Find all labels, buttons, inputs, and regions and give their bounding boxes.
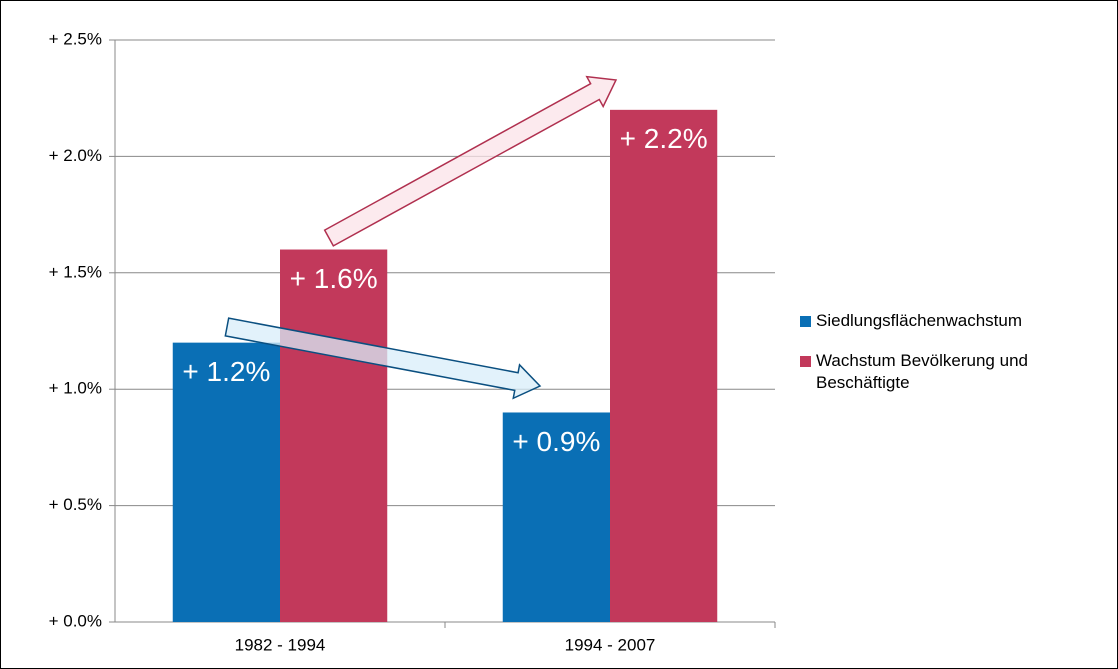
legend-swatch [800,356,811,367]
arrow [224,317,542,400]
data-label: + 1.6% [290,263,378,294]
bars [172,109,718,623]
y-tick-label: + 0.5% [49,495,102,514]
y-tick-label: + 0.0% [49,611,102,630]
bar [172,342,280,622]
labels: + 0.0% + 0.5% + 1.0% + 1.5% + 2.0% + 2.5% 1982… [49,29,708,654]
legend: Siedlungsflächenwachstum Wachstum Bevölke… [800,310,1100,412]
bar [610,109,718,623]
data-label: + 1.2% [182,356,270,387]
arrows [224,75,618,400]
y-tick-label: + 2.5% [49,29,102,48]
legend-item: Siedlungsflächenwachstum [800,310,1100,332]
x-tick-label: 1994 - 2007 [565,635,656,654]
legend-item: Wachstum Bevölkerung und Beschäftigte [800,350,1100,394]
bar [502,412,610,622]
legend-swatch [800,316,811,327]
y-tick-label: + 1.0% [49,379,102,398]
arrow [323,75,618,247]
bar [280,249,388,622]
legend-label: Siedlungsflächenwachstum [816,311,1023,330]
data-label: + 0.9% [512,426,600,457]
legend-label: Wachstum Bevölkerung und Beschäftigte [816,351,1028,392]
x-tick-label: 1982 - 1994 [235,635,326,654]
y-tick-label: + 2.0% [49,146,102,165]
data-label: + 2.2% [620,123,708,154]
y-tick-label: + 1.5% [49,262,102,281]
